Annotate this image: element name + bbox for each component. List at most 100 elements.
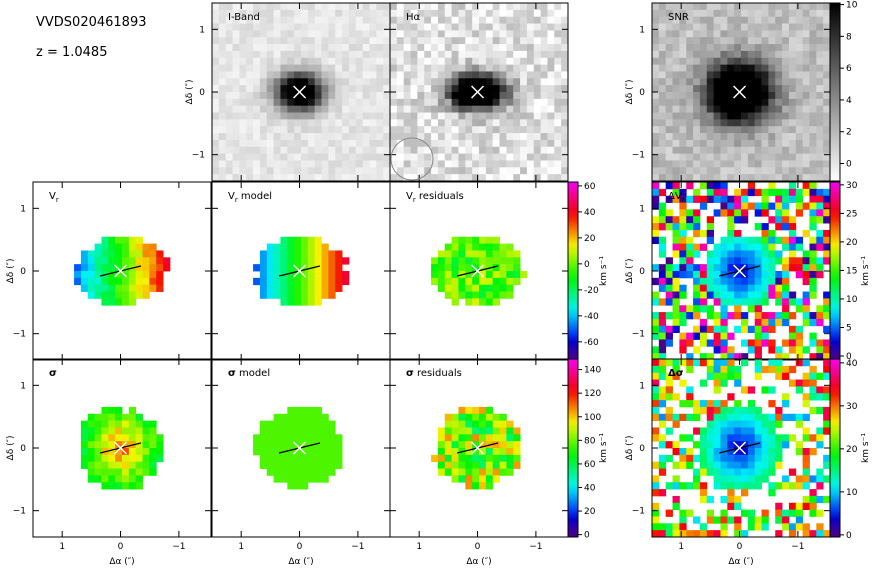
map-pixel (335, 92, 343, 100)
map-pixel (782, 216, 790, 224)
map-pixel (321, 441, 329, 449)
map-pixel (795, 3, 804, 11)
map-pixel (741, 427, 749, 435)
map-pixel (472, 9, 480, 18)
map-pixel (706, 195, 715, 203)
map-pixel (101, 291, 109, 299)
map-pixel (87, 284, 96, 292)
map-pixel (321, 153, 329, 161)
map-pixel (513, 448, 521, 456)
map-pixel (754, 30, 762, 38)
map-pixel (451, 126, 459, 134)
map-pixel (376, 98, 384, 107)
map-pixel (520, 9, 528, 18)
map-pixel (328, 50, 336, 59)
map-pixel (465, 448, 473, 456)
map-pixel (554, 71, 562, 79)
map-pixel (699, 133, 708, 141)
map-pixel (342, 23, 350, 31)
map-pixel (679, 271, 687, 279)
map-pixel (307, 420, 316, 428)
map-pixel (727, 406, 735, 415)
map-pixel (672, 325, 680, 334)
map-pixel (287, 16, 295, 24)
map-pixel (499, 243, 507, 251)
map-pixel (747, 160, 756, 168)
map-pixel (741, 57, 749, 66)
map-pixel (747, 9, 756, 18)
map-pixel (307, 284, 316, 292)
map-pixel (747, 85, 756, 93)
map-pixel (720, 112, 728, 120)
map-pixel (761, 223, 769, 231)
map-pixel (720, 482, 728, 490)
map-pixel (823, 57, 831, 66)
map-pixel (321, 284, 329, 292)
map-pixel (788, 250, 797, 258)
map-pixel (802, 271, 810, 279)
map-pixel (479, 71, 487, 79)
map-pixel (94, 448, 102, 456)
map-pixel (362, 37, 370, 45)
colorbar-tick-label: 10 (846, 1, 858, 11)
map-pixel (782, 318, 790, 327)
map-pixel (665, 16, 673, 24)
map-pixel (795, 509, 804, 517)
map-pixel (816, 482, 824, 490)
map-pixel (403, 98, 411, 107)
map-pixel (754, 298, 762, 306)
map-pixel (280, 30, 288, 38)
map-pixel (809, 23, 817, 31)
map-pixel (727, 209, 735, 217)
map-pixel (665, 264, 673, 272)
map-pixel (706, 264, 715, 272)
map-pixel (679, 98, 687, 107)
map-pixel (747, 468, 756, 476)
map-pixel (713, 50, 721, 59)
map-pixel (458, 441, 466, 449)
map-pixel (652, 312, 660, 320)
map-pixel (520, 92, 528, 100)
map-pixel (266, 105, 275, 113)
map-pixel (788, 502, 797, 511)
map-pixel (342, 139, 350, 148)
map-pixel (253, 167, 261, 175)
map-pixel (754, 105, 762, 113)
map-pixel (652, 516, 660, 524)
map-pixel (355, 44, 364, 52)
map-pixel (314, 167, 322, 175)
map-pixel (720, 146, 728, 155)
map-pixel (80, 284, 89, 292)
map-pixel (693, 57, 701, 66)
map-pixel (232, 153, 240, 161)
map-pixel (301, 250, 309, 258)
map-pixel (342, 167, 350, 175)
map-pixel (768, 277, 776, 286)
map-pixel (679, 44, 687, 52)
map-pixel (280, 105, 288, 113)
map-pixel (444, 461, 453, 469)
map-pixel (720, 133, 728, 141)
map-pixel (720, 160, 728, 168)
map-pixel (775, 37, 783, 45)
map-pixel (314, 112, 322, 120)
map-pixel (465, 291, 473, 299)
map-pixel (280, 50, 288, 59)
map-pixel (369, 160, 377, 168)
map-pixel (266, 64, 275, 72)
map-pixel (444, 420, 453, 428)
map-pixel (513, 174, 521, 182)
map-pixel (513, 37, 521, 45)
map-pixel (547, 71, 555, 79)
map-pixel (533, 119, 542, 127)
map-pixel (823, 420, 831, 428)
map-pixel (747, 30, 756, 38)
map-pixel (720, 243, 728, 251)
map-pixel (101, 468, 109, 476)
center-cross (293, 264, 307, 278)
map-pixel (526, 153, 535, 161)
map-pixel (142, 243, 150, 251)
map-pixel (266, 454, 275, 463)
map-pixel (782, 441, 790, 449)
map-pixel (679, 379, 687, 387)
